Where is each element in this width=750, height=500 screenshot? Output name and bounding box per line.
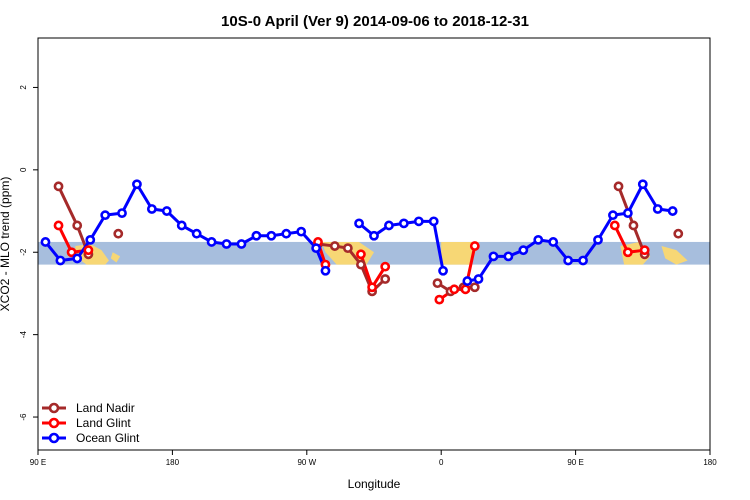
land-nadir-point bbox=[432, 278, 443, 289]
x-tick-label: 90 E bbox=[30, 458, 46, 467]
y-tick-label: 0 bbox=[19, 167, 28, 172]
ocean-glint-point bbox=[398, 218, 409, 229]
land-nadir-point bbox=[53, 181, 64, 192]
ocean-glint-point bbox=[161, 206, 172, 216]
land-glint-point bbox=[609, 220, 620, 231]
y-axis-label: XCO2 - MLO trend (ppm) bbox=[0, 177, 12, 312]
legend-marker-land-glint bbox=[48, 417, 60, 429]
ocean-glint-point bbox=[369, 230, 379, 241]
ocean-glint-point bbox=[40, 237, 51, 247]
legend-label-ocean-glint: Ocean Glint bbox=[76, 431, 140, 445]
ocean-glint-point bbox=[191, 228, 202, 239]
land-nadir-point bbox=[342, 243, 353, 254]
ocean-glint-point bbox=[117, 208, 127, 218]
ocean-glint-point bbox=[608, 210, 618, 221]
ocean-glint-point bbox=[251, 230, 262, 241]
ocean-glint-point bbox=[473, 274, 484, 284]
ocean-glint-point bbox=[146, 204, 157, 214]
land-glint-point bbox=[53, 220, 64, 231]
series-points bbox=[40, 179, 684, 305]
ocean-glint-point bbox=[462, 276, 473, 286]
ocean-glint-point bbox=[593, 234, 603, 245]
land-nadir-point bbox=[613, 181, 624, 192]
land-area-3 bbox=[441, 241, 479, 265]
ocean-glint-point bbox=[667, 206, 678, 216]
x-tick-label: 180 bbox=[703, 458, 717, 467]
ocean-glint-point bbox=[488, 251, 499, 262]
land-glint-point bbox=[639, 245, 650, 256]
ocean-glint-point bbox=[221, 239, 232, 249]
ocean-glint-point bbox=[85, 234, 96, 245]
y-tick-label: 2 bbox=[19, 85, 28, 90]
land-glint-point bbox=[622, 247, 633, 258]
land-glint-point bbox=[460, 284, 471, 295]
ocean-glint-point bbox=[622, 208, 633, 218]
ocean-glint-point bbox=[296, 226, 307, 237]
ocean-glint-point bbox=[533, 234, 544, 245]
y-tick-label: -6 bbox=[19, 413, 28, 421]
land-glint-point bbox=[434, 294, 445, 305]
ocean-glint-point bbox=[563, 255, 574, 266]
legend-label-land-glint: Land Glint bbox=[76, 416, 131, 430]
ocean-glint-point bbox=[578, 255, 588, 266]
ocean-glint-point bbox=[503, 251, 514, 262]
land-nadir-point bbox=[113, 228, 124, 239]
land-nadir-point bbox=[628, 220, 639, 231]
land-nadir-point bbox=[469, 282, 480, 293]
ocean-glint-point bbox=[55, 255, 66, 266]
chart-title: 10S-0 April (Ver 9) 2014-09-06 to 2018-1… bbox=[221, 13, 529, 30]
ocean-glint-point bbox=[176, 220, 187, 231]
ocean-glint-point bbox=[438, 265, 448, 276]
y-tick-label: -4 bbox=[19, 331, 28, 339]
plot-frame bbox=[37, 37, 711, 451]
land-glint-point bbox=[449, 284, 460, 295]
land-area-1 bbox=[110, 252, 121, 263]
x-tick-label: 0 bbox=[439, 458, 444, 467]
land-glint-point bbox=[380, 261, 391, 272]
ocean-glint-point bbox=[384, 220, 394, 231]
legend-marker-ocean-glint bbox=[48, 432, 60, 444]
land-glint-point bbox=[66, 247, 77, 258]
ocean-glint-point bbox=[548, 237, 559, 247]
x-axis: 90 E 180 90 W 0 90 E 180 bbox=[30, 450, 717, 467]
ocean-glint-point bbox=[266, 230, 277, 241]
ocean-glint-point bbox=[354, 218, 364, 229]
x-axis-label: Longitude bbox=[348, 477, 401, 491]
x-tick-label: 180 bbox=[166, 458, 180, 467]
ocean-glint-point bbox=[72, 253, 83, 264]
land-glint-point bbox=[469, 241, 480, 251]
plot-area bbox=[38, 179, 710, 305]
ocean-glint-point bbox=[311, 243, 322, 254]
land-area-5 bbox=[661, 246, 688, 265]
legend-marker-land-nadir bbox=[48, 402, 60, 414]
ocean-glint-point bbox=[236, 239, 247, 249]
land-glint-point bbox=[367, 282, 378, 293]
x-tick-label: 90 E bbox=[567, 458, 583, 467]
ocean-glint-point bbox=[281, 228, 292, 239]
reference-band bbox=[38, 241, 710, 265]
ocean-glint-point bbox=[637, 179, 648, 190]
legend-label-land-nadir: Land Nadir bbox=[76, 401, 135, 415]
ocean-glint-point bbox=[320, 265, 331, 276]
ocean-glint-point bbox=[132, 179, 142, 190]
ocean-glint-point bbox=[518, 245, 529, 256]
land-nadir-point bbox=[356, 259, 366, 270]
land-glint-point bbox=[83, 245, 94, 256]
y-tick-label: -2 bbox=[19, 248, 28, 256]
ocean-glint-point bbox=[428, 216, 439, 227]
land-nadir-point bbox=[329, 241, 340, 251]
ocean-glint-point bbox=[206, 237, 217, 247]
land-glint-point bbox=[356, 249, 366, 260]
ocean-glint-point bbox=[413, 216, 424, 227]
x-tick-label: 90 W bbox=[297, 458, 316, 467]
ocean-glint-point bbox=[652, 204, 663, 214]
land-nadir-point bbox=[380, 274, 391, 284]
ocean-glint-point bbox=[100, 210, 111, 221]
y-axis: 2 0 -2 -4 -6 bbox=[19, 85, 38, 421]
land-nadir-point bbox=[72, 220, 83, 231]
land-nadir-point bbox=[673, 228, 684, 239]
ocean-glint-line-2 bbox=[467, 182, 673, 283]
